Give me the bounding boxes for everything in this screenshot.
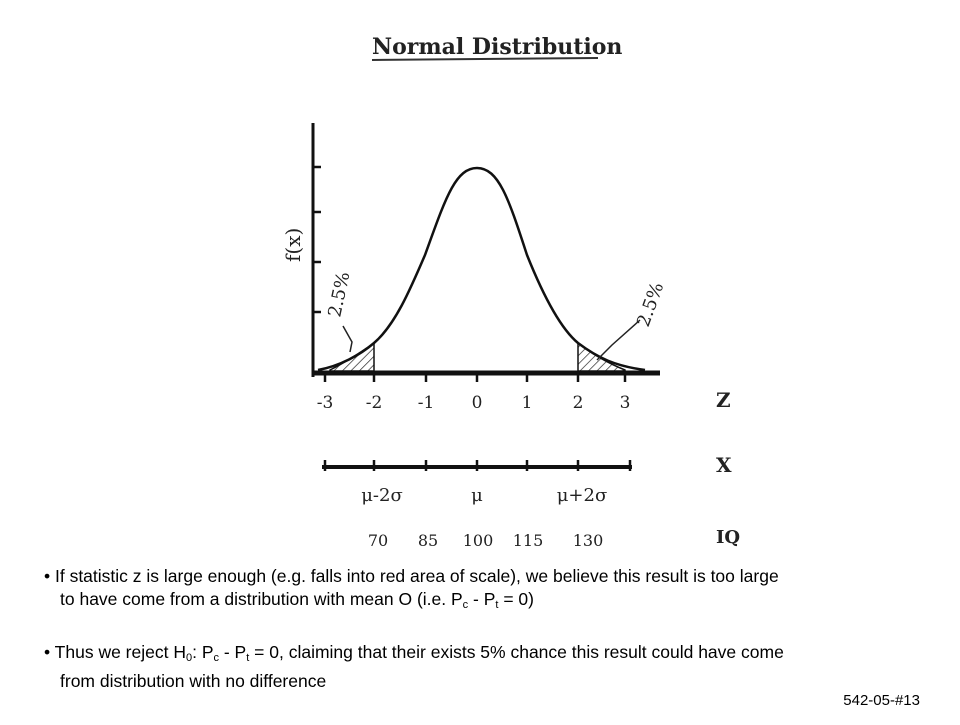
bullet-1-line-1: • If statistic z is large enough (e.g. f… <box>44 566 779 586</box>
subscript-t: t <box>246 652 250 664</box>
subscript-c: c <box>462 599 469 611</box>
z-axis-ticks: -3 -2 -1 0 1 2 3 <box>317 373 631 413</box>
x-axis-ticks <box>323 460 632 471</box>
bullet-2-post: = 0, claiming that their exists 5% chanc… <box>249 642 784 662</box>
right-tail-arrow <box>596 319 641 361</box>
bullet-1-line-2: to have come from a distribution with me… <box>44 588 954 617</box>
bullet-1-mid: - P <box>468 589 496 609</box>
x-tick-label: μ-2σ <box>361 485 403 506</box>
left-tail-arrow <box>342 325 353 353</box>
left-tail-label: 2.5% <box>324 270 354 319</box>
bullet-2-line-2: from distribution with no difference <box>60 671 327 691</box>
iq-tick-label: 100 <box>463 531 494 550</box>
bullet-2-line-1: • Thus we reject H0: Pc - Pt = 0, claimi… <box>44 641 954 670</box>
z-tick-label: -1 <box>418 393 435 413</box>
bullet-1: • If statistic z is large enough (e.g. f… <box>44 565 954 617</box>
z-tick-label: -2 <box>366 393 383 413</box>
iq-value-labels: 70 85 100 115 130 <box>368 531 603 550</box>
normal-curve <box>317 166 646 372</box>
y-axis-label: f(x) <box>281 228 305 262</box>
bullet-2: • Thus we reject H0: Pc - Pt = 0, claimi… <box>44 641 954 693</box>
z-tick-label: 3 <box>620 393 631 413</box>
z-tick-label: 0 <box>472 393 483 413</box>
subscript-c: c <box>213 652 220 664</box>
iq-tick-label: 130 <box>573 531 604 550</box>
iq-tick-label: 70 <box>368 531 388 550</box>
bullet-2-pre: • Thus we reject H <box>44 642 186 662</box>
diagram-title: Normal Distribution <box>372 34 622 60</box>
title-underline <box>371 57 599 61</box>
x-tick-label: μ+2σ <box>557 485 608 506</box>
x-value-labels: μ-2σ μ μ+2σ <box>361 485 607 506</box>
iq-tick-label: 85 <box>418 531 438 550</box>
z-tick-label: 2 <box>573 393 584 413</box>
subscript-0: 0 <box>185 652 193 664</box>
x-row-label: X <box>716 453 732 477</box>
z-tick-label: -3 <box>317 393 334 413</box>
bullet-1-post: = 0) <box>498 589 534 609</box>
slide-number: 542-05-#13 <box>843 692 920 709</box>
y-axis-ticks <box>313 165 321 314</box>
bullet-2-colon: : P <box>192 642 214 662</box>
iq-row-label: IQ <box>716 527 740 548</box>
bullet-1-text: to have come from a distribution with me… <box>60 589 463 609</box>
bullet-2-mid: - P <box>219 642 247 662</box>
z-tick-label: 1 <box>522 393 533 413</box>
subscript-t: t <box>495 599 499 611</box>
x-tick-label: μ <box>471 485 483 506</box>
iq-tick-label: 115 <box>513 531 544 550</box>
z-row-label: Z <box>716 388 731 412</box>
